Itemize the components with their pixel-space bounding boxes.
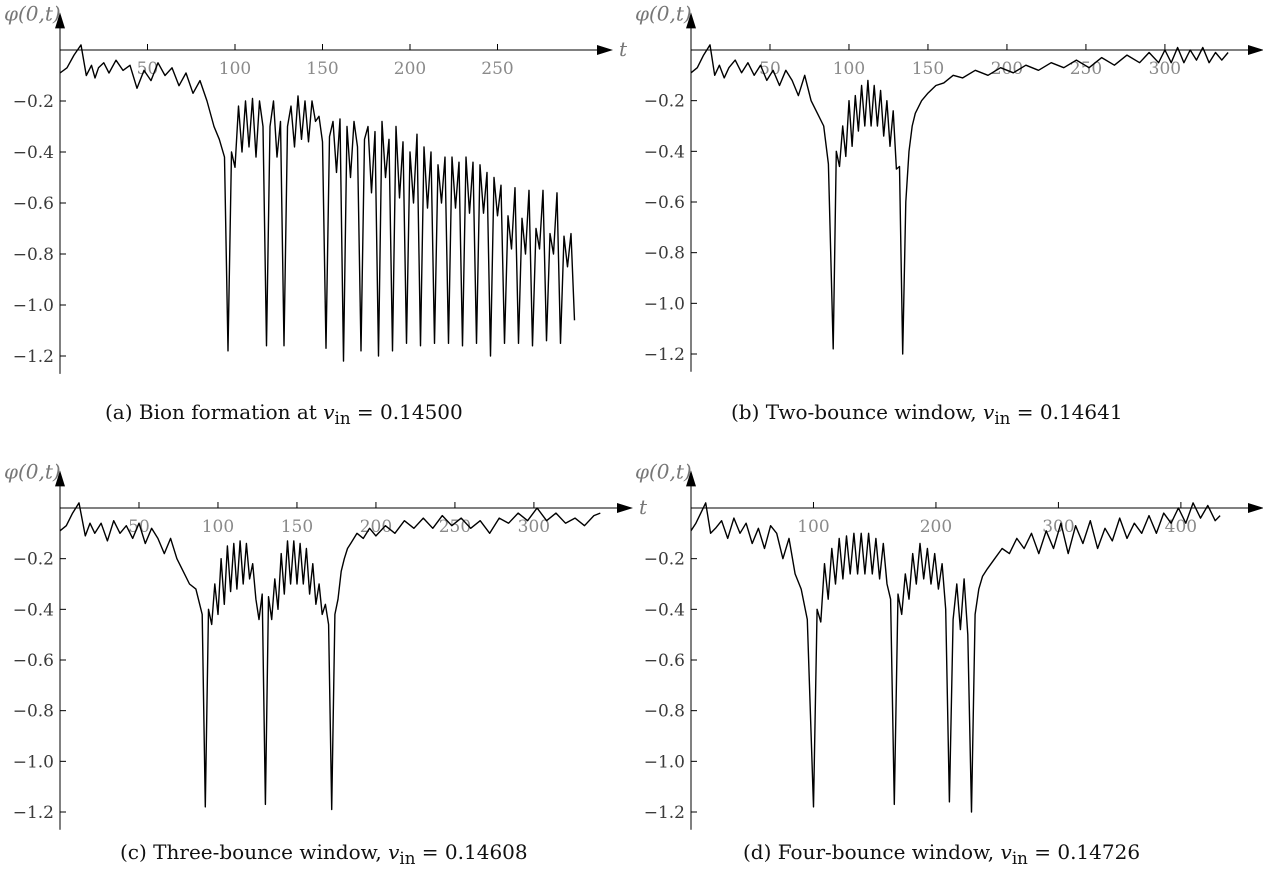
caption-b-var: v	[983, 400, 995, 424]
y-tick-label: −1.2	[644, 803, 685, 823]
y-tick-label: −0.2	[644, 92, 685, 112]
y-tick-label: −0.2	[644, 550, 685, 570]
y-axis-label: φ(0,t)	[4, 459, 61, 483]
caption-c-prefix: (c) Three-bounce window,	[120, 840, 389, 864]
y-tick-label: −0.8	[13, 702, 54, 722]
caption-d: (d) Four-bounce window, vin = 0.14726	[743, 840, 1140, 868]
x-tick-label: 200	[920, 517, 952, 537]
panel-d: φ(0,t) t −0.2 −0.4 −0.6 −0.8 −1.0 −1.2 100 200 300…	[631, 445, 1263, 890]
x-tick-label: 300	[518, 517, 550, 537]
caption-b: (b) Two-bounce window, vin = 0.14641	[731, 400, 1123, 428]
y-tick-label: −1.0	[13, 296, 54, 316]
caption-c-value: = 0.14608	[415, 840, 528, 864]
y-tick-label: −0.6	[13, 194, 54, 214]
y-axis-label: φ(0,t)	[635, 459, 692, 483]
caption-d-prefix: (d) Four-bounce window,	[743, 840, 1001, 864]
y-tick-label: −1.0	[644, 294, 685, 314]
y-axis-label: φ(0,t)	[635, 1, 692, 25]
x-tick-label: 100	[797, 517, 829, 537]
y-tick-label: −0.6	[644, 193, 685, 213]
y-tick-label: −0.4	[644, 600, 685, 620]
x-axis-label: t	[639, 495, 648, 519]
caption-d-value: = 0.14726	[1027, 840, 1141, 864]
y-tick-label: −0.4	[644, 142, 685, 162]
x-tick-label: 150	[281, 517, 313, 537]
x-tick-label: 300	[1042, 517, 1074, 537]
panel-b: φ(0,t)t−0.2−0.4−0.6−0.8−1.0−1.2501001502…	[631, 0, 1263, 445]
y-tick-label: −1.0	[644, 752, 685, 772]
y-tick-label: −1.2	[13, 347, 54, 367]
caption-c: (c) Three-bounce window, vin = 0.14608	[120, 840, 528, 868]
chart-a-svg: φ(0,t)t−0.2−0.4−0.6−0.8−1.0−1.250 100 150 2…	[4, 1, 628, 374]
y-axis-arrow	[55, 470, 65, 487]
caption-b-sub: in	[994, 409, 1011, 428]
y-tick-label: −0.8	[13, 245, 54, 265]
y-axis-arrow	[55, 12, 65, 29]
x-axis-label: t	[619, 37, 628, 61]
y-tick-label: −0.4	[13, 600, 54, 620]
caption-d-var: v	[1000, 840, 1012, 864]
series-line	[59, 44, 576, 362]
caption-c-var: v	[388, 840, 400, 864]
caption-a: (a) Bion formation at vin = 0.14500	[105, 400, 463, 428]
panel-a: φ(0,t) t −0.2 −0.4 −0.6 −0.8 −1.0 −1.2 50 100 150 2…	[0, 0, 632, 445]
chart-c-svg: φ(0,t) t −0.2 −0.4 −0.6 −0.8 −1.0 −1.2 50 100 150 2…	[4, 459, 648, 830]
x-tick-label: 250	[439, 517, 471, 537]
x-axis-arrow	[597, 45, 613, 55]
series-line	[690, 502, 1221, 813]
x-tick-label: 100	[833, 59, 865, 79]
caption-b-value: = 0.14641	[1010, 400, 1123, 424]
y-axis-label: φ(0,t)	[4, 1, 61, 25]
caption-a-value: = 0.14500	[350, 400, 463, 424]
caption-c-sub: in	[399, 849, 416, 868]
y-tick-label: −0.2	[13, 92, 54, 112]
caption-b-prefix: (b) Two-bounce window,	[731, 400, 984, 424]
caption-d-sub: in	[1011, 849, 1028, 868]
y-tick-label: −0.6	[13, 651, 54, 671]
x-tick-label: 400	[1165, 517, 1197, 537]
x-axis-arrow	[617, 503, 633, 513]
y-axis-arrow	[686, 12, 696, 29]
x-tick-label: 50	[128, 517, 150, 537]
chart-b-svg: φ(0,t)t−0.2−0.4−0.6−0.8−1.0−1.2501001502…	[635, 1, 1263, 372]
caption-a-var: v	[323, 400, 335, 424]
caption-a-prefix: (a) Bion formation at	[105, 400, 324, 424]
x-tick-label: 100	[219, 59, 251, 79]
series-line	[59, 502, 601, 811]
x-tick-label: 250	[481, 59, 513, 79]
y-tick-label: −0.2	[13, 550, 54, 570]
y-tick-label: −0.4	[13, 143, 54, 163]
chart-d-svg: φ(0,t) t −0.2 −0.4 −0.6 −0.8 −1.0 −1.2 100 200 300…	[635, 459, 1263, 830]
x-axis-arrow	[1248, 503, 1263, 513]
y-axis-arrow	[686, 470, 696, 487]
x-tick-label: 200	[394, 59, 426, 79]
x-tick-label: 150	[912, 59, 944, 79]
y-tick-label: −1.2	[644, 345, 685, 365]
y-tick-label: −0.8	[644, 702, 685, 722]
y-tick-label: −0.8	[644, 244, 685, 264]
caption-a-sub: in	[334, 409, 351, 428]
y-tick-label: −1.2	[13, 803, 54, 823]
x-tick-label: 300	[1149, 59, 1181, 79]
x-tick-label: 200	[991, 59, 1023, 79]
y-tick-label: −1.0	[13, 752, 54, 772]
x-tick-label: 150	[306, 59, 338, 79]
y-tick-label: −0.6	[644, 651, 685, 671]
x-tick-label: 100	[202, 517, 234, 537]
x-axis-arrow	[1248, 45, 1263, 55]
panel-c: φ(0,t) t −0.2 −0.4 −0.6 −0.8 −1.0 −1.2 50 100 150 2…	[0, 445, 648, 890]
series-line	[690, 44, 1229, 355]
